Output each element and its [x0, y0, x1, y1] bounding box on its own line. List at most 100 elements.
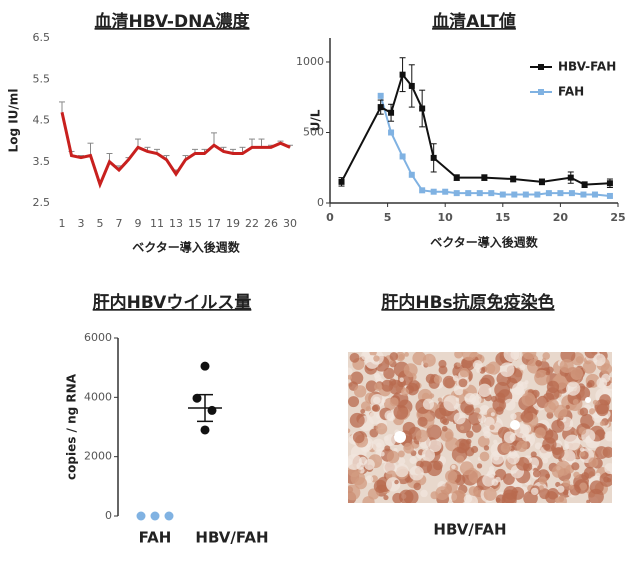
stain-cell [350, 371, 364, 385]
stain-cell [352, 431, 365, 444]
stain-cell [534, 427, 546, 439]
image-title: 肝内HBs抗原免疫染色 [381, 292, 554, 313]
stain-cell [374, 382, 383, 392]
stain-cell [438, 365, 448, 375]
stain-cell [453, 412, 466, 425]
legend-marker [538, 89, 544, 95]
stain-cell [606, 477, 612, 483]
stain-cell [362, 496, 375, 503]
stain-cell [439, 416, 448, 424]
x-tick-label: 0 [326, 211, 334, 224]
data-point [164, 511, 174, 521]
stain-cell [545, 473, 551, 479]
stain-cell [384, 410, 395, 421]
stain-cell [494, 476, 501, 483]
stain-cell [454, 474, 466, 486]
x-tick-label: 15 [188, 217, 202, 230]
stain-cell [428, 439, 442, 452]
data-point [567, 174, 574, 181]
stain-cell [426, 424, 442, 440]
data-line [60, 111, 291, 189]
stain-cell [441, 425, 448, 432]
stain-cell [376, 442, 382, 448]
stain-cell [422, 398, 435, 410]
stain-cell [442, 375, 456, 389]
data-point [488, 190, 495, 197]
x-tick-label: 17 [207, 217, 221, 230]
y-axis-label: copies / ng RNA [65, 373, 79, 480]
stain-cell [538, 476, 547, 485]
stain-cell [561, 449, 576, 465]
stain-cell [459, 461, 474, 476]
stain-cell [461, 352, 477, 361]
stain-cell [404, 352, 409, 357]
data-point [453, 174, 460, 181]
stain-cell [586, 499, 591, 503]
stain-cell [373, 479, 387, 493]
stain-cell [415, 429, 429, 443]
stain-cell [539, 488, 550, 500]
data-point [481, 174, 488, 181]
stain-cell [458, 378, 468, 388]
y-axis-label: U/L [309, 109, 323, 131]
legend-label: FAH [558, 85, 584, 99]
stain-cell [490, 412, 495, 417]
stain-cell [604, 431, 612, 442]
stain-cell [572, 399, 579, 405]
x-tick-label: 5 [384, 211, 392, 224]
stain-cell [348, 367, 353, 377]
y-tick-label: 2.5 [33, 196, 51, 209]
stain-cell [417, 416, 428, 427]
stain-cell [593, 353, 606, 367]
stain-cell [554, 497, 560, 503]
stain-cell [555, 460, 571, 476]
stain-cell [512, 382, 525, 396]
stain-cell [535, 360, 542, 367]
stain-cell [455, 455, 465, 464]
stain-cell [389, 352, 399, 361]
stain-cell [409, 465, 424, 481]
x-tick-label: 10 [438, 211, 454, 224]
stain-cell [459, 367, 470, 378]
x-tick-label: 25 [610, 211, 625, 224]
y-tick-label: 4000 [84, 390, 112, 403]
stain-cell [394, 463, 409, 478]
stain-cell [398, 489, 414, 503]
stain-cell [596, 377, 608, 389]
stain-cell [483, 430, 491, 439]
stain-cell [471, 423, 482, 433]
data-point [522, 191, 529, 198]
y-axis-label: Log IU/ml [7, 89, 21, 153]
stain-cell [589, 408, 596, 415]
stain-cell [434, 407, 447, 420]
stain-cell [397, 457, 406, 465]
stain-cell [542, 457, 549, 464]
stain-cell [604, 463, 612, 475]
stain-cell [398, 353, 405, 360]
stain-cell [575, 356, 584, 364]
y-tick-label: 6.5 [33, 31, 51, 44]
x-tick-label: 5 [97, 217, 104, 230]
stain-cell [349, 412, 365, 428]
x-tick-label: HBV/FAH [195, 529, 268, 547]
x-tick-label: 11 [150, 217, 164, 230]
data-point [377, 104, 384, 111]
x-tick-label: 26 [264, 217, 278, 230]
stain-cell [546, 380, 560, 394]
data-point [408, 82, 415, 89]
stain-cell [596, 403, 609, 417]
stain-cell [433, 375, 443, 384]
stain-cell [588, 457, 599, 468]
stain-cell [478, 383, 492, 397]
stain-cell [546, 411, 554, 419]
x-tick-label: 7 [116, 217, 123, 230]
stain-cell [464, 392, 477, 405]
stain-image [348, 352, 612, 503]
stain-cell [573, 471, 580, 479]
stain-cell [379, 451, 385, 457]
stain-cell [369, 428, 379, 438]
stain-cell [587, 379, 595, 388]
stain-cell [507, 451, 520, 465]
stain-cell [383, 460, 398, 475]
stain-cell [588, 488, 604, 503]
